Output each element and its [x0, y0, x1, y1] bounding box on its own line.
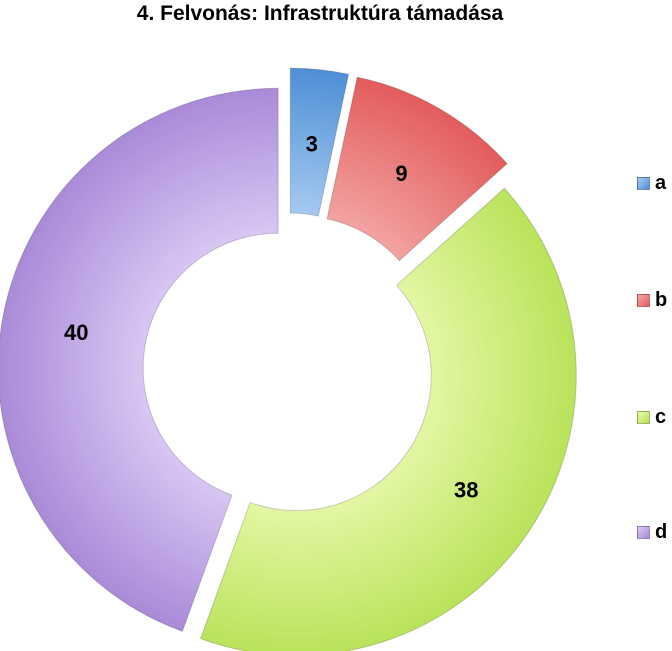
data-label-b: 9: [395, 161, 407, 186]
data-label-a: 3: [306, 132, 318, 157]
legend-label-c: c: [655, 405, 667, 428]
slice-c: [199, 187, 577, 651]
legend-swatch-d: [637, 525, 650, 539]
chart-title: 4. Felvonás: Infrastruktúra támadása: [136, 2, 504, 25]
slice-a: [289, 67, 350, 217]
legend-label-a: a: [655, 171, 667, 194]
data-label-d: 40: [64, 320, 88, 345]
slice-d: [0, 87, 279, 633]
legend-label-b: b: [655, 288, 668, 311]
legend-swatch-b: [637, 293, 650, 307]
slice-b: [326, 76, 508, 262]
legend-item-c: c: [637, 405, 666, 429]
legend-label-d: d: [655, 520, 668, 543]
legend-swatch-a: [637, 176, 650, 190]
legend-item-b: b: [637, 288, 667, 312]
data-label-c: 38: [454, 478, 478, 503]
legend-swatch-c: [637, 410, 650, 424]
slices-group: [0, 67, 577, 651]
data-labels-group: 3 9 38 40: [64, 132, 478, 503]
legend-item-d: d: [637, 520, 667, 544]
legend-item-a: a: [637, 171, 666, 195]
